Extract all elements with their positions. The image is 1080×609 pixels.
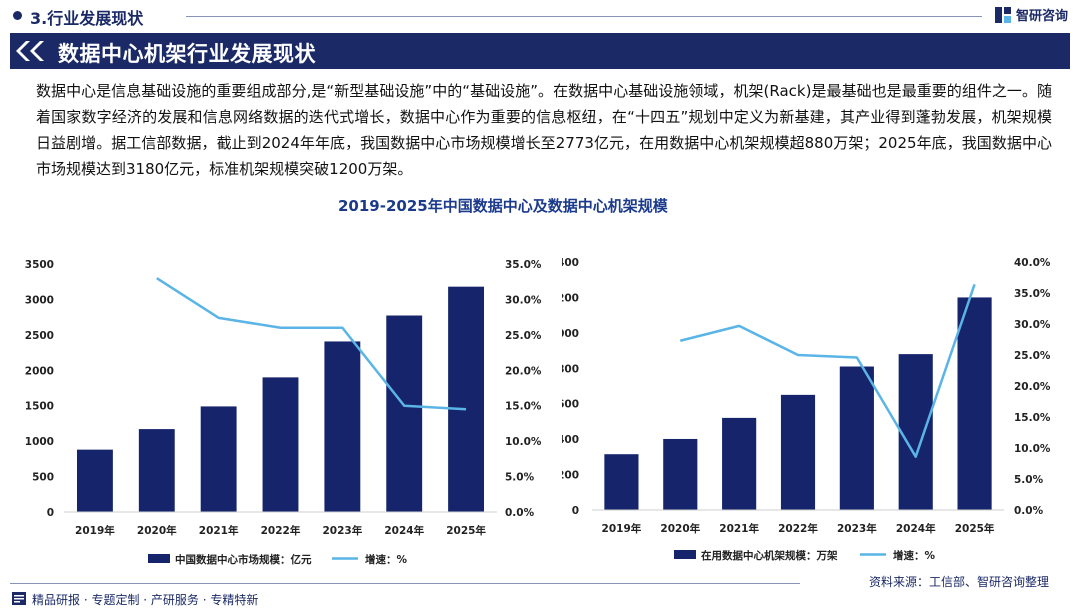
bar <box>262 377 299 512</box>
growth-line <box>156 277 467 411</box>
y-right-tick-label: 15.0% <box>1014 412 1051 424</box>
y-left-tick-label: 600 <box>562 399 579 411</box>
page-title: 数据中心机架行业发展现状 <box>58 42 316 66</box>
x-tick-label: 2019年 <box>602 522 642 535</box>
y-left-tick-label: 400 <box>562 434 579 446</box>
x-tick-label: 2022年 <box>778 522 818 535</box>
y-left-tick-label: 3500 <box>25 259 54 271</box>
y-right-tick-label: 20.0% <box>505 365 542 377</box>
x-tick-label: 2022年 <box>261 524 301 537</box>
bar <box>386 315 423 512</box>
x-tick-label: 2021年 <box>719 522 759 535</box>
report-icon <box>12 592 26 605</box>
brand-logo: 智研咨询 <box>994 5 1068 24</box>
y-right-tick-label: 0.0% <box>505 507 535 519</box>
x-tick-label: 2020年 <box>137 524 177 537</box>
legend-bar-swatch <box>674 550 696 559</box>
bar <box>138 429 175 512</box>
footer-divider <box>10 583 800 584</box>
section-bullet <box>13 11 22 20</box>
y-right-tick-label: 35.0% <box>1014 288 1051 300</box>
legend-line-label: 增速：% <box>893 549 935 562</box>
charts-title: 2019-2025年中国数据中心及数据中心机架规模 <box>338 197 668 215</box>
y-right-tick-label: 30.0% <box>505 294 542 306</box>
y-left-tick-label: 2500 <box>25 330 54 342</box>
legend-bar-label: 中国数据中心市场规模：亿元 <box>175 553 312 566</box>
y-left-tick-label: 2000 <box>25 365 54 377</box>
y-right-tick-label: 35.0% <box>505 259 542 271</box>
y-right-tick-label: 25.0% <box>1014 350 1051 362</box>
bar <box>839 366 874 510</box>
bar <box>663 438 698 510</box>
growth-line <box>679 283 976 458</box>
logo-text: 智研咨询 <box>1015 9 1068 24</box>
y-right-tick-label: 25.0% <box>505 330 542 342</box>
data-source: 资料来源：工信部、智研咨询整理 <box>868 575 1049 589</box>
y-left-tick-label: 1400 <box>562 257 579 269</box>
title-banner: 数据中心机架行业发展现状 <box>10 33 1070 69</box>
y-left-tick-label: 800 <box>562 363 579 375</box>
bar <box>200 406 237 512</box>
y-right-tick-label: 40.0% <box>1014 257 1051 269</box>
bar <box>448 286 485 512</box>
y-right-tick-label: 5.0% <box>505 472 535 484</box>
y-right-tick-label: 10.0% <box>505 436 542 448</box>
y-left-tick-label: 0 <box>47 507 54 519</box>
legend-bar-swatch <box>148 554 170 563</box>
legend-bar-label: 在用数据中心机架规模：万架 <box>701 549 838 562</box>
y-left-tick-label: 1000 <box>25 436 54 448</box>
y-right-tick-label: 20.0% <box>1014 381 1051 393</box>
y-left-tick-label: 1500 <box>25 401 54 413</box>
y-left-tick-label: 1200 <box>562 292 579 304</box>
y-right-tick-label: 15.0% <box>505 401 542 413</box>
y-left-tick-label: 200 <box>562 470 579 482</box>
footer-slogan: 精品研报 · 专题定制 · 产研服务 · 专精特新 <box>32 593 259 607</box>
x-tick-label: 2023年 <box>837 522 877 535</box>
bar <box>898 354 933 510</box>
bar <box>957 297 992 510</box>
x-tick-label: 2021年 <box>199 524 239 537</box>
y-left-tick-label: 0 <box>572 505 579 517</box>
x-tick-label: 2025年 <box>955 522 995 535</box>
x-tick-label: 2024年 <box>896 522 936 535</box>
bar <box>76 449 113 512</box>
y-left-tick-label: 3000 <box>25 294 54 306</box>
x-tick-label: 2020年 <box>660 522 700 535</box>
bar <box>780 394 816 510</box>
y-right-tick-label: 30.0% <box>1014 319 1051 331</box>
bar <box>604 454 639 510</box>
x-tick-label: 2023年 <box>322 524 362 537</box>
y-left-tick-label: 1000 <box>562 328 579 340</box>
bar <box>324 341 361 512</box>
section-divider <box>186 16 982 17</box>
double-chevron-icon <box>16 41 44 61</box>
y-right-tick-label: 5.0% <box>1014 474 1044 486</box>
x-tick-label: 2024年 <box>384 524 424 537</box>
y-left-tick-label: 500 <box>32 472 54 484</box>
section-header: 3.行业发展现状 智研咨询 <box>0 0 1080 32</box>
bar <box>722 417 757 510</box>
x-tick-label: 2025年 <box>446 524 486 537</box>
market-size-chart: 0 500 1000 1500 2000 2500 3000 3500 0.0% 5.0% 10.0… <box>25 259 542 566</box>
logo-mark-icon <box>994 6 1011 23</box>
intro-paragraph: 数据中心是信息基础设施的重要组成部分,是“新型基础设施”中的“基础设施”。在数据… <box>36 82 1052 178</box>
legend-line-label: 增速：% <box>365 553 407 566</box>
rack-scale-chart: 0 200 400 600 800 1000 1200 1400 0.0% 5.0% 10.0% 15… <box>562 257 1051 562</box>
y-right-tick-label: 0.0% <box>1014 505 1044 517</box>
y-right-tick-label: 10.0% <box>1014 443 1051 455</box>
x-tick-label: 2019年 <box>75 524 115 537</box>
section-title: 3.行业发展现状 <box>30 9 144 28</box>
